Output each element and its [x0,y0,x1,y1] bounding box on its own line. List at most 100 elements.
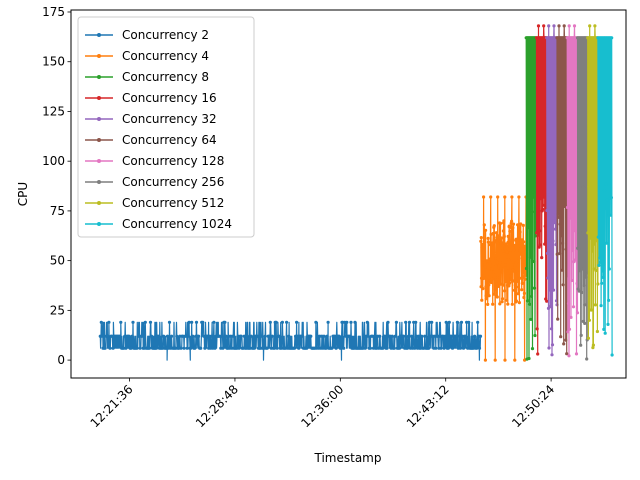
data-point [386,320,390,324]
data-point [574,352,579,356]
data-point [523,358,527,362]
data-point [529,294,534,298]
data-point [274,320,278,324]
data-point [524,266,529,271]
data-point [602,327,606,331]
data-point [577,247,581,251]
data-point [510,265,515,269]
data-point [285,320,289,324]
data-point [305,346,309,350]
data-point [533,333,537,338]
data-point [326,320,330,324]
data-point [484,297,488,301]
data-point [167,320,172,324]
data-point [513,287,518,291]
legend-item: Concurrency 1024 [85,217,232,231]
data-point [300,334,305,338]
data-point [540,256,544,260]
data-point [190,320,194,324]
data-point [520,288,524,292]
data-point [536,24,541,28]
data-point [496,234,500,238]
data-point [530,347,535,351]
data-point [501,283,505,287]
data-point [516,238,520,242]
data-point [149,334,154,338]
data-point [492,270,496,274]
data-point [407,320,412,324]
data-point [603,331,607,335]
data-point [525,299,530,303]
data-point [477,346,482,350]
data-point [245,334,249,338]
data-point [493,358,497,362]
data-point [587,318,592,322]
data-point [557,24,561,28]
data-point [223,320,227,324]
data-point [484,228,488,232]
data-point [553,214,557,218]
data-point [231,334,235,338]
data-point [179,346,183,350]
data-point [513,265,517,269]
data-point [481,287,485,291]
legend-item: Concurrency 512 [85,196,224,210]
data-point [522,240,526,244]
series-line [587,25,599,349]
data-point [607,298,611,302]
data-point [255,334,260,338]
data-point [345,320,349,324]
data-point [458,346,462,350]
data-point [560,268,564,272]
data-point [564,338,568,342]
data-point [324,346,328,350]
legend-item: Concurrency 16 [85,91,217,105]
data-point [455,334,459,338]
data-point [538,243,542,247]
data-point [480,242,484,246]
data-point [567,354,571,358]
data-point [480,298,484,302]
y-tick-label: 125 [42,104,65,118]
data-point [413,346,417,350]
data-point [529,317,533,321]
y-tick-label: 100 [42,154,65,168]
legend-label: Concurrency 2 [122,28,209,42]
data-point [521,223,525,227]
data-point [140,334,144,338]
data-point [489,195,493,199]
data-point [488,262,492,266]
data-point [138,346,142,350]
legend: Concurrency 2 Concurrency 4 Concurrency 8 C… [77,16,255,238]
data-point [547,24,551,28]
data-point [566,301,571,306]
data-point [481,254,485,258]
data-point [518,244,523,248]
data-point [543,242,547,246]
legend-label: Concurrency 64 [122,133,217,147]
data-point [368,346,372,350]
data-point [495,295,499,299]
data-point [503,358,507,362]
data-point [522,295,526,300]
data-point [383,334,387,338]
legend-label: Concurrency 1024 [122,217,232,231]
data-point [507,284,511,288]
data-point [563,204,567,208]
data-point [486,236,490,240]
data-point [563,182,567,186]
data-point [242,334,246,338]
data-point [548,288,552,292]
data-point [193,346,197,350]
data-point [570,278,574,283]
data-point [506,302,510,306]
series-1 [98,320,483,361]
data-point [574,219,578,223]
data-point [569,193,574,197]
series-line [525,37,538,360]
data-point [221,346,225,350]
data-point [337,334,341,338]
data-point [568,215,573,219]
data-point [381,346,385,350]
data-point [513,358,517,362]
